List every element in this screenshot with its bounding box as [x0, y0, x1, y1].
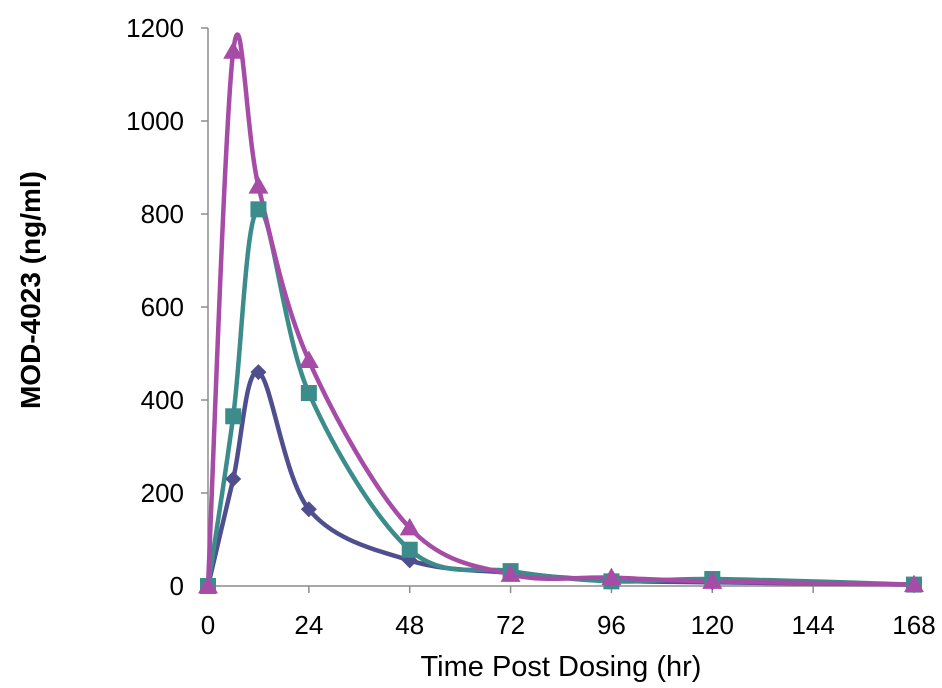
series-triangle-point — [223, 41, 244, 59]
series-square-point — [250, 201, 267, 218]
series-square-point — [300, 385, 317, 402]
y-tick-label: 400 — [141, 385, 184, 415]
y-tick-label: 200 — [141, 478, 184, 508]
y-tick-label: 0 — [170, 571, 184, 601]
plot-area: 0 200 400 600 800 1000 1200 0 24 48 72 96 120 144 168 — [126, 13, 936, 640]
x-tick-label: 48 — [395, 610, 424, 640]
series-triangle-point — [198, 576, 218, 594]
x-tick-label: 144 — [791, 610, 834, 640]
series-diamond-point — [250, 364, 267, 381]
series-diamond-point — [300, 501, 317, 518]
series-triangle-point — [298, 350, 319, 368]
x-axis-label: Time Post Dosing (hr) — [421, 651, 702, 683]
series-triangle-point — [399, 517, 420, 536]
series-square-point — [401, 541, 418, 558]
series-triangle-point — [500, 564, 521, 582]
x-axis-ticks: 0 24 48 72 96 120 144 168 — [201, 586, 936, 640]
y-axis-label: MOD-4023 (ng/ml) — [15, 171, 46, 409]
x-tick-label: 120 — [691, 610, 734, 640]
series-triangle-line — [205, 32, 917, 589]
y-axis-ticks: 0 200 400 600 800 1000 1200 — [126, 13, 208, 601]
series-diamond-point — [225, 471, 242, 488]
series-lines — [205, 32, 917, 589]
x-tick-label: 168 — [892, 610, 935, 640]
x-tick-label: 0 — [201, 610, 215, 640]
x-tick-label: 24 — [294, 610, 323, 640]
series-triangle-point — [248, 176, 269, 194]
series-triangle-point — [702, 571, 723, 589]
y-tick-label: 600 — [141, 292, 184, 322]
y-tick-label: 800 — [141, 199, 184, 229]
series-markers — [198, 41, 924, 594]
series-square-point — [225, 408, 242, 425]
x-tick-label: 96 — [597, 610, 626, 640]
x-tick-label: 72 — [496, 610, 525, 640]
y-tick-label: 1200 — [126, 13, 184, 43]
series-triangle-point — [601, 567, 622, 586]
series-triangle-point — [904, 574, 924, 593]
y-tick-label: 1000 — [126, 106, 184, 136]
